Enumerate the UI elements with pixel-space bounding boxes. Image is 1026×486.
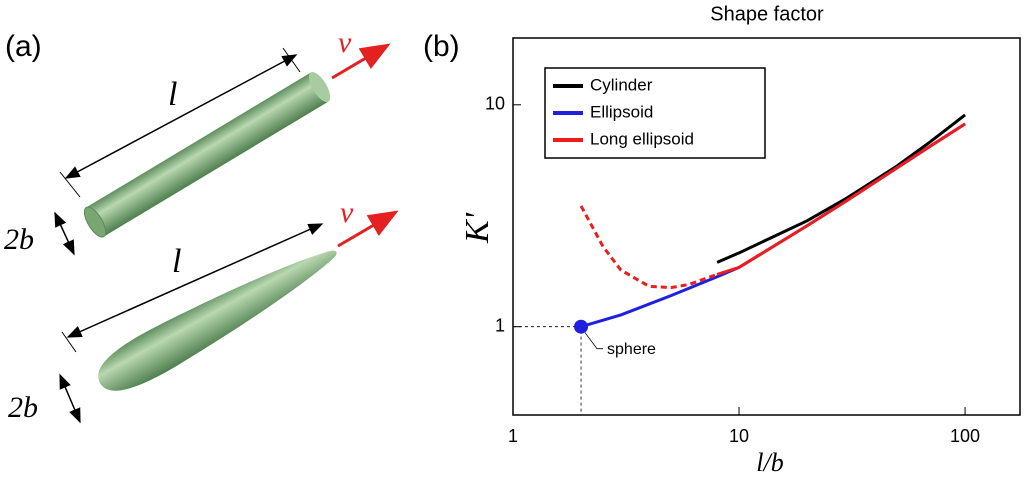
velocity-label: v bbox=[340, 196, 354, 229]
cylinder bbox=[80, 69, 334, 240]
legend-label: Ellipsoid bbox=[590, 102, 653, 121]
x-axis-label: l/b bbox=[756, 448, 783, 477]
legend-label: Cylinder bbox=[590, 75, 653, 94]
series-line bbox=[581, 206, 717, 288]
y-tick-label: 10 bbox=[485, 94, 505, 114]
diagram: (a) l v 2b l v 2b bbox=[4, 26, 396, 424]
x-tick-label: 100 bbox=[950, 426, 980, 446]
y-tick-label: 1 bbox=[495, 315, 505, 335]
ellipsoid bbox=[89, 232, 347, 402]
panel-label: (b) bbox=[423, 30, 460, 63]
dim-label: l bbox=[172, 243, 181, 280]
figure: (a) l v 2b l v 2b (b) Shape factor l/b K… bbox=[0, 0, 1026, 481]
annotation-point bbox=[574, 320, 588, 334]
panel-label: (a) bbox=[5, 30, 42, 63]
chart-title: Shape factor bbox=[710, 3, 824, 25]
dim-label: 2b bbox=[8, 391, 38, 424]
y-axis-label: K' bbox=[459, 212, 496, 244]
guide-line bbox=[513, 327, 581, 415]
dim-label: l bbox=[168, 76, 177, 113]
annotation-leader bbox=[585, 333, 603, 349]
annotation-text: sphere bbox=[607, 341, 656, 358]
x-tick-label: 10 bbox=[729, 426, 749, 446]
legend-label: Long ellipsoid bbox=[590, 129, 694, 148]
dim-label: 2b bbox=[4, 223, 34, 256]
velocity-label: v bbox=[338, 26, 352, 59]
x-tick-label: 1 bbox=[508, 426, 518, 446]
